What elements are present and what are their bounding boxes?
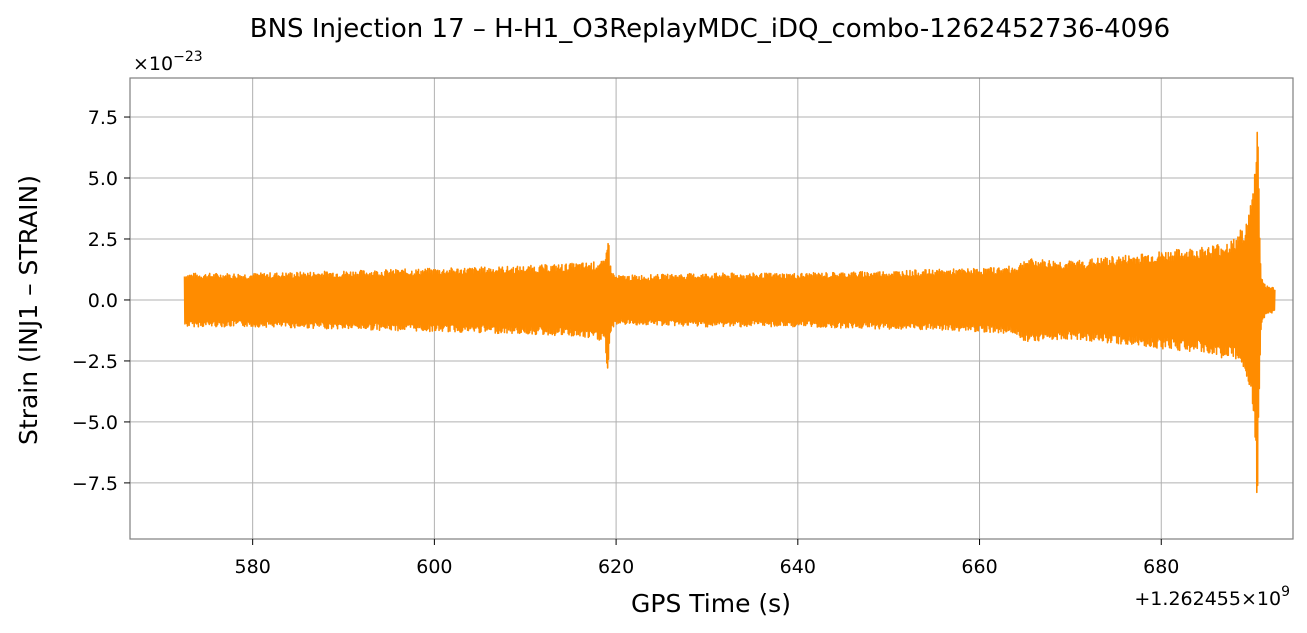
x-tick-label: 580 — [235, 556, 271, 578]
y-tick-label: −2.5 — [72, 351, 118, 373]
x-tick-label: 620 — [598, 556, 634, 578]
x-tick-label: 640 — [780, 556, 816, 578]
y-tick-label: 5.0 — [88, 168, 118, 190]
y-tick-label: 7.5 — [88, 107, 118, 129]
y-scale-base: ×10 — [133, 53, 173, 75]
y-scale-exponent: −23 — [173, 49, 203, 65]
series-strain-line — [183, 131, 1276, 494]
plot-frame — [129, 77, 1294, 540]
x-axis-title: GPS Time (s) — [631, 589, 791, 618]
x-offset-exponent: 9 — [1281, 584, 1290, 600]
y-tick-label: 2.5 — [88, 229, 118, 251]
x-offset-base: +1.262455×10 — [1134, 588, 1281, 610]
strain-trace — [183, 131, 1276, 494]
chart-title: BNS Injection 17 – H-H1_O3ReplayMDC_iDQ_… — [250, 14, 1170, 44]
x-tick-label: 660 — [961, 556, 997, 578]
y-axis-ticks: 7.5 5.0 2.5 0.0 −2.5 −5.0 −7.5 — [72, 107, 130, 495]
y-tick-label: −5.0 — [72, 412, 118, 434]
y-axis-title: Strain (INJ1 – STRAIN) — [14, 175, 43, 445]
x-tick-label: 680 — [1143, 556, 1179, 578]
y-tick-label: −7.5 — [72, 473, 118, 495]
x-axis-ticks: 580 600 620 640 660 680 — [235, 539, 1179, 578]
x-tick-label: 600 — [416, 556, 452, 578]
y-axis-scale-label: ×10−23 — [133, 49, 203, 75]
y-tick-label: 0.0 — [88, 290, 118, 312]
x-axis-offset-label: +1.262455×109 — [1134, 584, 1290, 610]
